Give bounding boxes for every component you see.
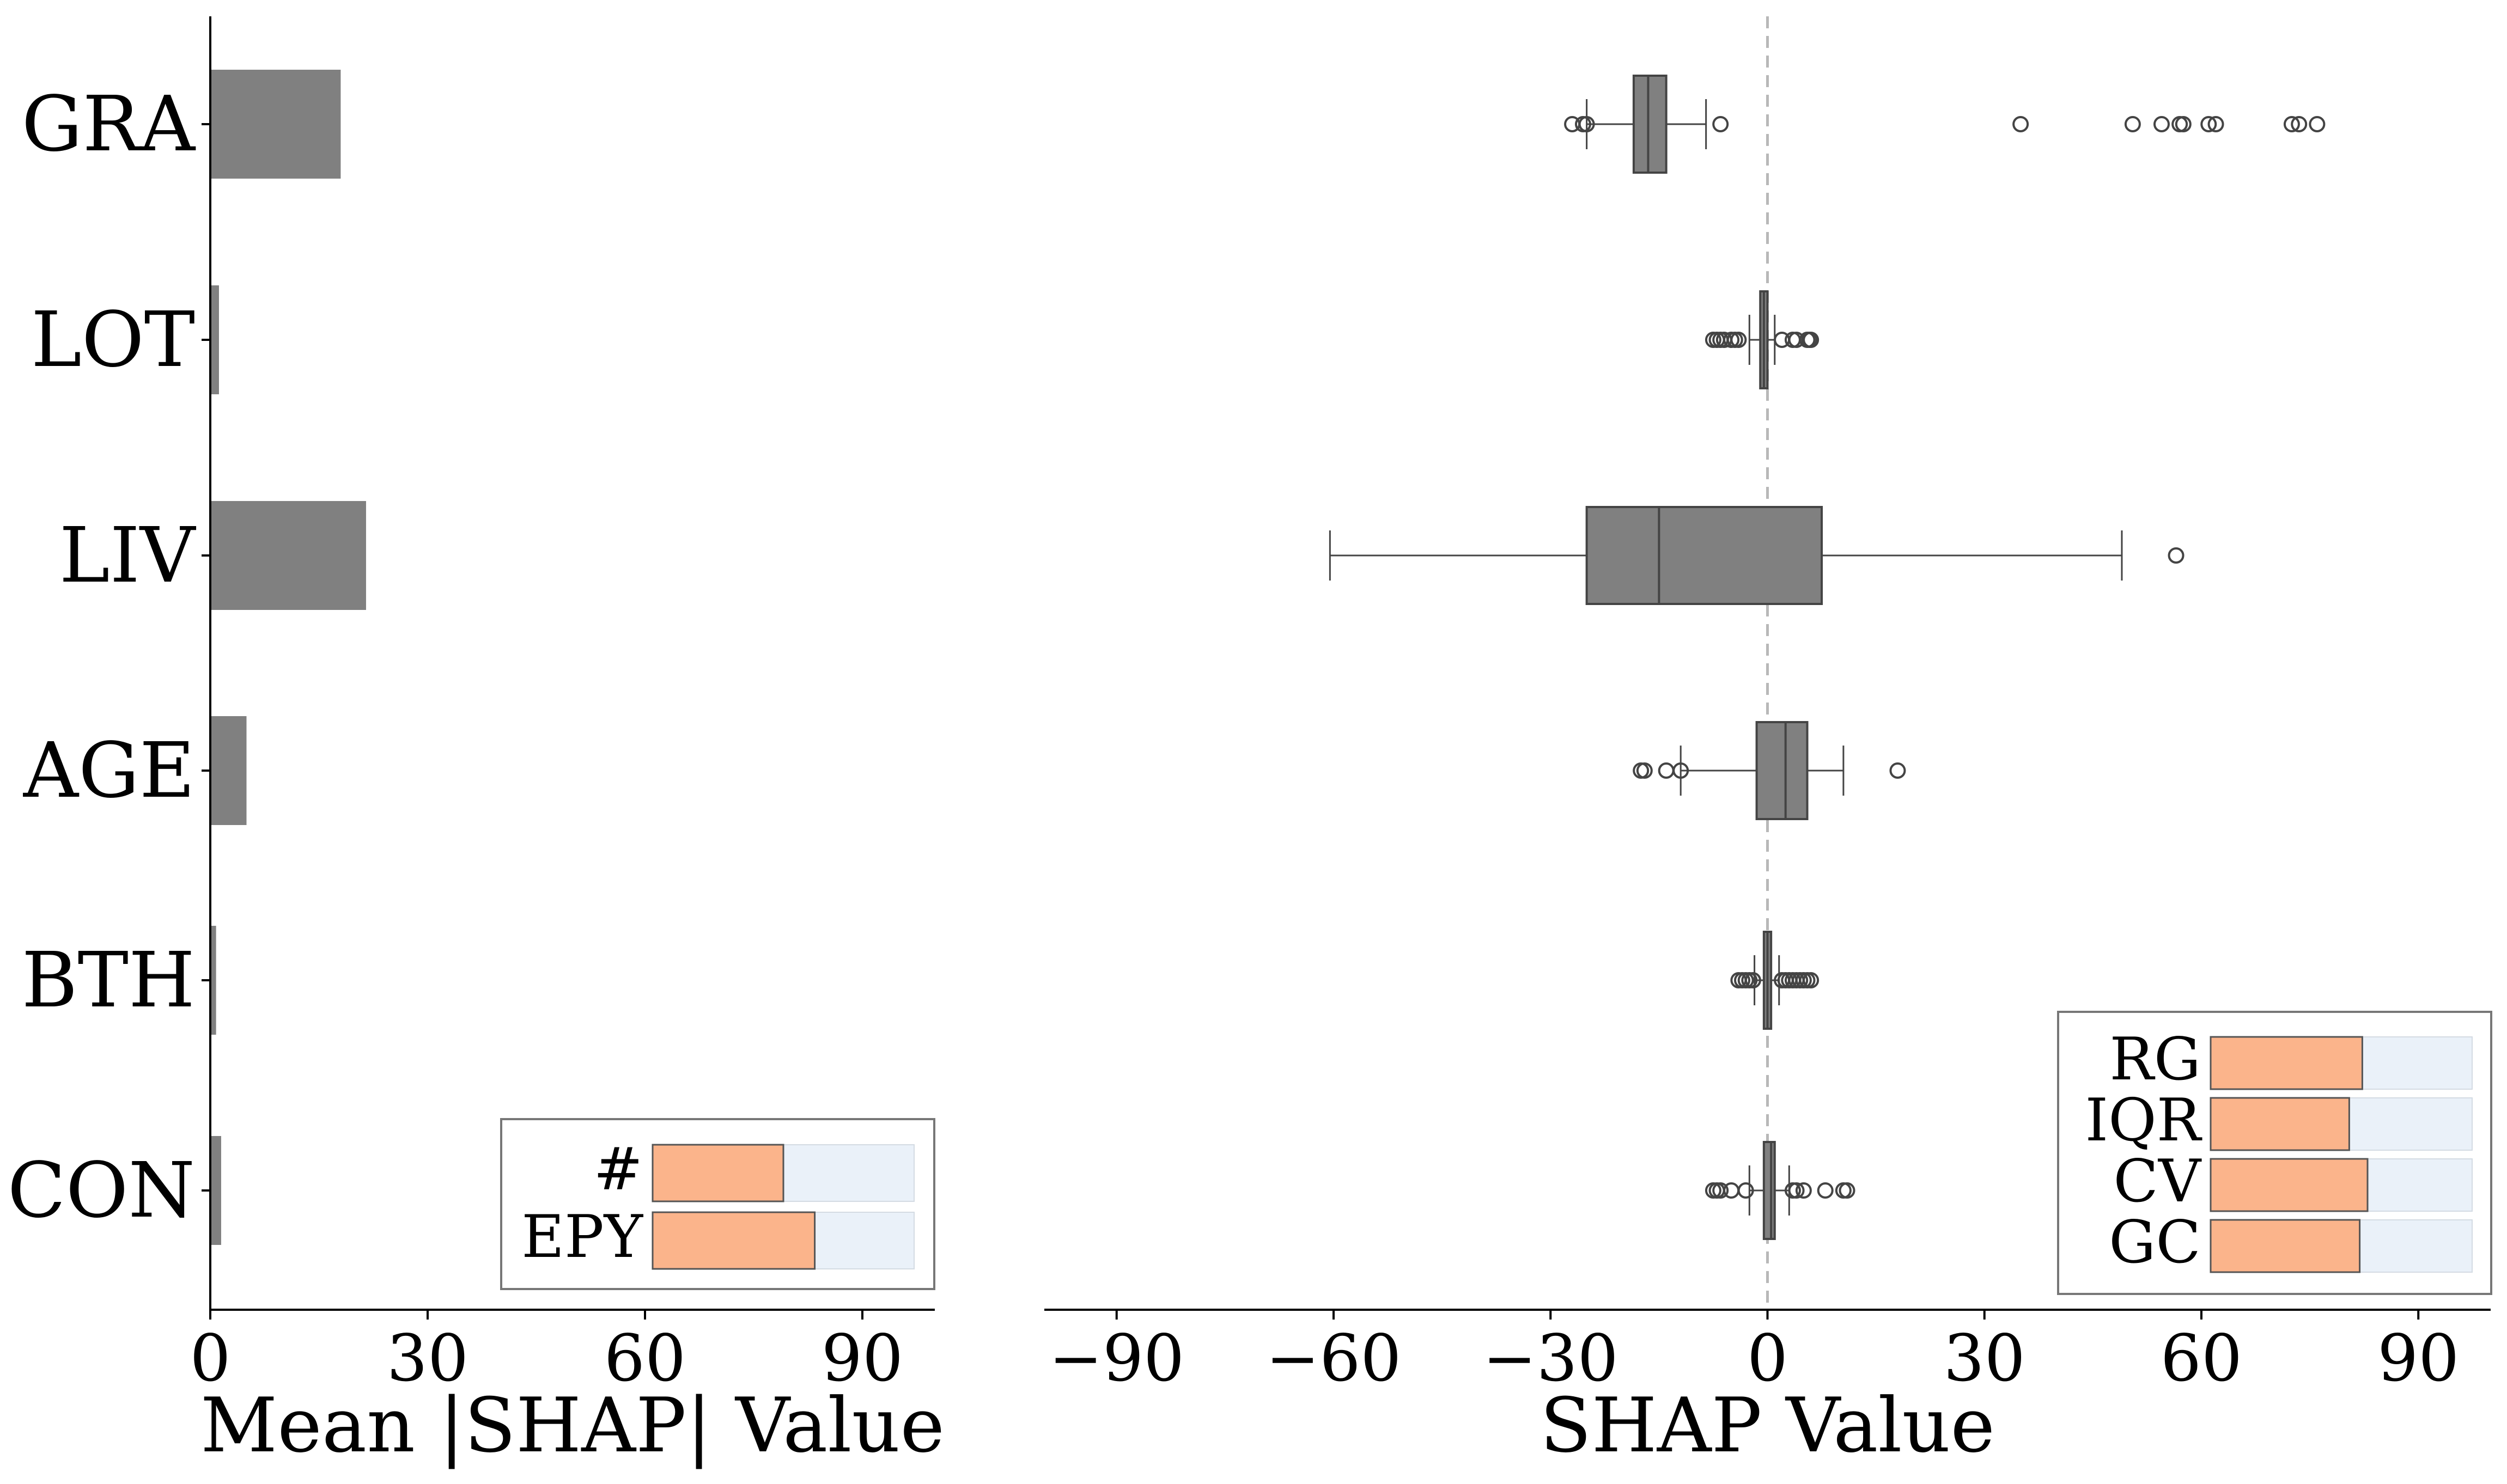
right-x-tick-label: 0	[1747, 1321, 1788, 1396]
right-legend-fill	[2210, 1097, 2350, 1151]
outlier-gra	[2175, 116, 2192, 132]
right-legend-label: CV	[2113, 1147, 2202, 1216]
box-liv	[1585, 506, 1823, 605]
outlier-con	[1723, 1182, 1740, 1199]
right-legend-label: IQR	[2085, 1086, 2202, 1155]
bar-age	[210, 716, 247, 825]
right-x-tick-label: −60	[1265, 1321, 1401, 1396]
outlier-gra	[2200, 116, 2217, 132]
outlier-lot	[1730, 332, 1747, 348]
left-category-label: LIV	[59, 511, 197, 600]
outlier-con	[1817, 1182, 1834, 1199]
box-age	[1755, 721, 1809, 820]
outlier-gra	[2291, 116, 2308, 132]
outlier-con	[1795, 1182, 1812, 1199]
outlier-gra	[1578, 116, 1595, 132]
right-x-tick-label: 30	[1944, 1321, 2025, 1396]
left-legend-label: EPY	[521, 1203, 644, 1271]
outlier-gra	[2153, 116, 2170, 132]
left-category-label: GRA	[22, 80, 196, 169]
outlier-gra	[2012, 116, 2029, 132]
outlier-age	[1889, 762, 1906, 779]
box-gra	[1632, 75, 1668, 174]
outlier-con	[1839, 1182, 1855, 1199]
outlier-gra	[1712, 116, 1729, 132]
left-legend-fill	[652, 1211, 816, 1270]
right-legend-label: GC	[2109, 1208, 2201, 1277]
outlier-bth	[1744, 972, 1761, 988]
right-legend-label: RG	[2109, 1025, 2201, 1094]
outlier-con	[1712, 1182, 1729, 1199]
outlier-age	[1658, 762, 1675, 779]
right-legend-fill	[2210, 1036, 2363, 1090]
outlier-con	[1788, 1182, 1805, 1199]
left-category-label: BTH	[22, 936, 195, 1025]
right-x-tick-label: 60	[2161, 1321, 2242, 1396]
right-x-tick-label: −30	[1483, 1321, 1618, 1396]
left-legend-fill	[652, 1144, 784, 1202]
outlier-lot	[1803, 332, 1820, 348]
left-x-axis-title: Mean |SHAP| Value	[200, 1382, 945, 1469]
left-x-tick-label: 30	[387, 1321, 468, 1396]
outlier-bth	[1803, 972, 1820, 988]
left-x-tick-label: 60	[604, 1321, 686, 1396]
bar-liv	[210, 501, 366, 610]
bar-gra	[210, 70, 341, 179]
outlier-age	[1636, 762, 1653, 779]
left-x-tick-label: 90	[822, 1321, 903, 1396]
right-legend-fill	[2210, 1219, 2361, 1273]
outlier-gra	[2207, 116, 2224, 132]
left-x-tick-label: 0	[190, 1321, 230, 1396]
box-con	[1762, 1141, 1776, 1240]
bar-bth	[210, 926, 216, 1035]
bar-lot	[210, 285, 219, 394]
left-legend-label: #	[594, 1135, 643, 1204]
left-category-label: AGE	[23, 726, 195, 815]
right-legend-fill	[2210, 1158, 2369, 1212]
outlier-con	[1737, 1182, 1754, 1199]
outlier-liv	[2168, 547, 2185, 564]
outlier-gra	[2283, 116, 2300, 132]
right-x-tick-label: −90	[1049, 1321, 1184, 1396]
outlier-gra	[2124, 116, 2141, 132]
right-x-axis-title: SHAP Value	[1540, 1382, 1995, 1469]
right-x-tick-label: 90	[2377, 1321, 2459, 1396]
bar-con	[210, 1136, 221, 1245]
outlier-gra	[2309, 116, 2326, 132]
left-category-label: CON	[8, 1146, 195, 1235]
left-category-label: LOT	[31, 296, 195, 384]
outlier-age	[1672, 762, 1689, 779]
